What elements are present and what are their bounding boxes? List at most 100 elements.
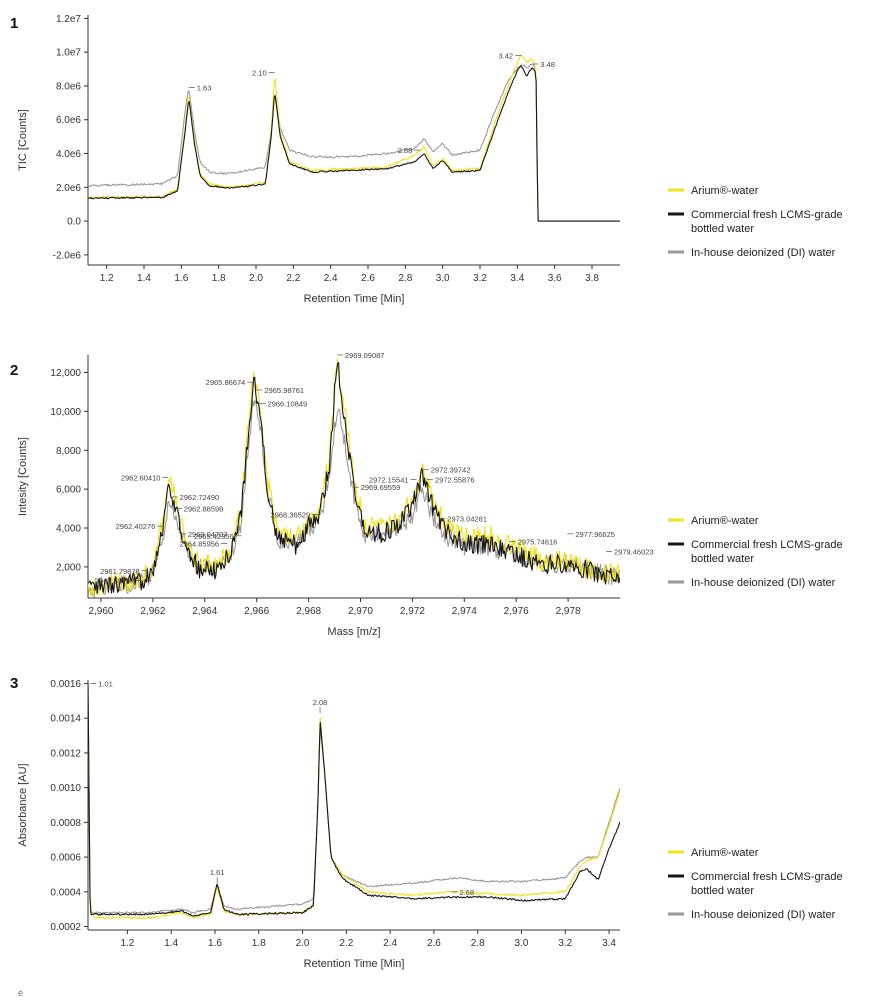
- peak-annotation: 2962.60410: [121, 473, 161, 482]
- y-tick-label: 12,000: [50, 368, 81, 379]
- x-tick-label: 3.2: [558, 938, 572, 949]
- legend-label: In-house deionized (DI) water: [691, 909, 836, 921]
- series-line-arium: [88, 54, 620, 222]
- chart-panel-2: 2 2,000 4,000 6,000 8,000 10,000 12,000 2,960 2,…: [10, 351, 843, 638]
- peak-annotation: 2972.15541: [369, 475, 409, 484]
- series-line-inhouse: [88, 399, 620, 598]
- peak-annotation: 2.10: [252, 68, 267, 77]
- y-tick-label: 0.0008: [50, 818, 81, 829]
- peak-annotation: 1.61: [210, 868, 225, 877]
- peak-annotation: 3.48: [540, 60, 555, 69]
- series-line-inhouse: [88, 63, 620, 222]
- x-tick-label: 2,968: [296, 606, 321, 617]
- peak-annotation: 2972.39742: [431, 466, 471, 475]
- peak-annotation: 2965.98761: [264, 386, 304, 395]
- x-tick-label: 1.8: [212, 273, 226, 284]
- y-tick-label: 0.0012: [50, 748, 81, 759]
- y-tick-label: 1.0e7: [56, 48, 81, 59]
- y-tick-label: 2,000: [56, 562, 81, 573]
- peak-annotation: 2972.55876: [435, 475, 475, 484]
- peak-annotation: 2977.96625: [575, 530, 615, 539]
- x-tick-label: 1.4: [137, 273, 151, 284]
- y-axis-title: Absorbance [AU]: [17, 763, 29, 846]
- y-tick-label: 0.0004: [50, 887, 81, 898]
- x-tick-label: 3.4: [510, 273, 524, 284]
- x-tick-label: 2,962: [140, 606, 165, 617]
- x-tick-label: 1.8: [252, 938, 266, 949]
- footer-mark: é: [18, 988, 24, 998]
- x-tick-label: 2,966: [244, 606, 269, 617]
- panel-number: 2: [10, 362, 18, 379]
- x-tick-label: 1.4: [164, 938, 178, 949]
- peak-annotation: 2961.79878: [100, 567, 140, 576]
- y-axis-title: Intesity [Counts]: [17, 437, 29, 516]
- x-tick-label: 2.6: [427, 938, 441, 949]
- x-tick-label: 2.8: [471, 938, 485, 949]
- x-tick-label: 3.2: [473, 273, 487, 284]
- y-tick-label: 6.0e6: [56, 115, 81, 126]
- x-tick-label: 2,974: [452, 606, 477, 617]
- peak-annotation: 1.01: [98, 679, 113, 688]
- y-tick-label: 0.0006: [50, 853, 81, 864]
- x-tick-label: 3.6: [548, 273, 562, 284]
- x-axis-title: Retention Time [Min]: [304, 958, 405, 970]
- x-tick-label: 2.4: [324, 273, 338, 284]
- x-tick-label: 2,976: [504, 606, 529, 617]
- x-tick-label: 2,960: [88, 606, 113, 617]
- peak-annotation: 2961.59747: [95, 577, 135, 586]
- peak-annotation: 2975.74616: [518, 538, 558, 547]
- peak-annotation: 2965.86674: [206, 378, 246, 387]
- x-tick-label: 3.8: [585, 273, 599, 284]
- peak-annotation: 2968.36529: [271, 510, 311, 519]
- peak-annotation: 2969.09087: [345, 351, 385, 360]
- x-tick-label: 2.2: [286, 273, 300, 284]
- legend: Arium®-water Commercial fresh LCMS-grade b…: [668, 515, 843, 589]
- series-line-inhouse: [88, 682, 620, 915]
- x-tick-label: 3.0: [515, 938, 529, 949]
- x-axis-title: Mass [m/z]: [327, 626, 380, 638]
- y-tick-label: 4.0e6: [56, 149, 81, 160]
- legend-label: Arium®-water: [691, 847, 759, 859]
- series-line-commercial: [88, 65, 620, 222]
- peak-annotation: 2.08: [313, 698, 328, 707]
- y-tick-label: 4,000: [56, 524, 81, 535]
- y-tick-label: 0.0014: [50, 714, 81, 725]
- chart-panel-1: 1 -2.0e6 0.0 2.0e6 4.0e6 6.0e6 8.0e6 1.0e7 1.2e7…: [10, 14, 843, 305]
- x-tick-label: 1.6: [174, 273, 188, 284]
- x-tick-label: 2,970: [348, 606, 373, 617]
- series-line-commercial: [88, 362, 620, 594]
- legend-label: Commercial fresh LCMS-grade bottled water: [691, 209, 843, 235]
- peak-annotation: 2963.04707: [188, 530, 228, 539]
- peak-annotation: 2966.10849: [268, 400, 308, 409]
- legend: Arium®-water Commercial fresh LCMS-grade b…: [668, 185, 843, 259]
- legend-label: In-house deionized (DI) water: [691, 577, 836, 589]
- legend-label: Commercial fresh LCMS-grade bottled water: [691, 539, 843, 565]
- x-tick-label: 2.0: [296, 938, 310, 949]
- x-tick-label: 3.0: [436, 273, 450, 284]
- x-tick-label: 2,978: [556, 606, 581, 617]
- legend-label: Commercial fresh LCMS-grade bottled water: [691, 871, 843, 897]
- y-tick-label: 0.0010: [50, 783, 81, 794]
- x-tick-label: 2.2: [339, 938, 353, 949]
- peak-annotation: 2979.46023: [614, 547, 654, 556]
- peak-annotation: 2962.72490: [180, 493, 220, 502]
- x-axis-title: Retention Time [Min]: [304, 293, 405, 305]
- legend-label: Arium®-water: [691, 185, 759, 197]
- y-tick-label: 1.2e7: [56, 14, 81, 25]
- peak-annotation: 2962.40276: [116, 522, 156, 531]
- peak-annotation: 2964.85956: [179, 540, 219, 549]
- x-tick-label: 1.2: [100, 273, 114, 284]
- peak-annotation: 2969.69559: [361, 483, 401, 492]
- peak-annotation: 2962.88598: [184, 505, 224, 514]
- x-tick-label: 3.4: [602, 938, 616, 949]
- y-tick-label: 8,000: [56, 446, 81, 457]
- series-line-arium: [88, 682, 620, 920]
- peak-annotation: 3.42: [498, 52, 513, 61]
- legend-label: In-house deionized (DI) water: [691, 247, 836, 259]
- peak-annotation: 2973.04281: [447, 514, 487, 523]
- legend: Arium®-water Commercial fresh LCMS-grade b…: [668, 847, 843, 921]
- series-line-commercial: [88, 682, 620, 917]
- peak-annotation: 2965.42356: [194, 532, 234, 541]
- chart-panel-3: 3 0.0002 0.0004 0.0006 0.0008 0.0010 0.0012 0.0…: [10, 675, 843, 970]
